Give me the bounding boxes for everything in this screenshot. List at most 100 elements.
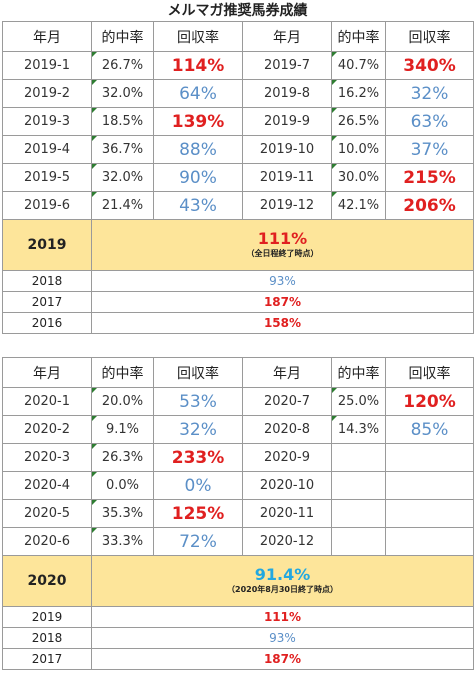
month-cell: 2020-1	[2, 387, 92, 416]
return-rate-cell: 139%	[153, 107, 243, 136]
hit-rate-cell: 14.3%	[331, 415, 386, 444]
month-cell: 2019-5	[2, 163, 92, 192]
hit-rate-cell: 25.0%	[331, 387, 386, 416]
return-rate-cell: 43%	[153, 191, 243, 220]
hit-rate-cell: 9.1%	[91, 415, 154, 444]
hit-rate-cell	[331, 527, 386, 556]
month-cell: 2019-7	[242, 51, 332, 80]
past-year: 2018	[2, 270, 92, 292]
past-value: 187%	[91, 648, 474, 670]
summary-note: （全日程終了時点）	[246, 249, 319, 258]
summary-cell: 91.4% （2020年8月30日終了時点）	[91, 555, 474, 607]
past-year-row: 2017 187%	[2, 291, 474, 313]
return-rate-cell: 72%	[153, 527, 243, 556]
column-header: 回収率	[153, 21, 243, 52]
summary-row: 2020 91.4% （2020年8月30日終了時点）	[2, 555, 474, 607]
hit-rate-cell: 26.3%	[91, 443, 154, 472]
page-title: メルマガ推奨馬券成績	[167, 3, 308, 19]
results-table-2020: 年月 的中率 回収率 年月 的中率 回収率 2020-1 20.0% 53% 2020-7 25.0…	[2, 357, 474, 670]
past-year: 2017	[2, 291, 92, 313]
table-row: 2019-3 18.5% 139% 2019-9 26.5% 63%	[2, 107, 474, 136]
table-row: 2019-2 32.0% 64% 2019-8 16.2% 32%	[2, 79, 474, 108]
return-rate-cell: 90%	[153, 163, 243, 192]
summary-value: 91.4%	[254, 565, 311, 584]
column-header: 回収率	[385, 357, 474, 388]
column-header: 年月	[242, 357, 332, 388]
month-cell: 2019-1	[2, 51, 92, 80]
column-header: 的中率	[331, 21, 386, 52]
return-rate-cell: 233%	[153, 443, 243, 472]
past-value: 93%	[91, 270, 474, 292]
return-rate-cell: 125%	[153, 499, 243, 528]
return-rate-cell: 120%	[385, 387, 474, 416]
month-cell: 2019-11	[242, 163, 332, 192]
column-header: 年月	[242, 21, 332, 52]
past-year: 2019	[2, 606, 92, 628]
column-header: 回収率	[153, 357, 243, 388]
past-year-row: 2018 93%	[2, 627, 474, 649]
month-cell: 2019-12	[242, 191, 332, 220]
return-rate-cell	[385, 443, 474, 472]
return-rate-cell: 64%	[153, 79, 243, 108]
past-year: 2018	[2, 627, 92, 649]
summary-cell: 111% （全日程終了時点）	[91, 219, 474, 271]
past-value: 111%	[91, 606, 474, 628]
header-row: 年月 的中率 回収率 年月 的中率 回収率	[2, 357, 474, 388]
column-header: 的中率	[331, 357, 386, 388]
table-row: 2020-1 20.0% 53% 2020-7 25.0% 120%	[2, 387, 474, 416]
return-rate-cell: 32%	[385, 79, 474, 108]
hit-rate-cell: 42.1%	[331, 191, 386, 220]
month-cell: 2020-3	[2, 443, 92, 472]
hit-rate-cell	[331, 471, 386, 500]
results-table-2019: 年月 的中率 回収率 年月 的中率 回収率 2019-1 26.7% 114% 2019-7 40.…	[2, 21, 474, 334]
table-row: 2019-4 36.7% 88% 2019-10 10.0% 37%	[2, 135, 474, 164]
hit-rate-cell: 0.0%	[91, 471, 154, 500]
return-rate-cell: 88%	[153, 135, 243, 164]
return-rate-cell	[385, 471, 474, 500]
hit-rate-cell: 18.5%	[91, 107, 154, 136]
hit-rate-cell: 26.5%	[331, 107, 386, 136]
table-row: 2020-3 26.3% 233% 2020-9	[2, 443, 474, 472]
table-row: 2020-5 35.3% 125% 2020-11	[2, 499, 474, 528]
past-year: 2016	[2, 312, 92, 334]
return-rate-cell: 206%	[385, 191, 474, 220]
table-row: 2019-1 26.7% 114% 2019-7 40.7% 340%	[2, 51, 474, 80]
past-year: 2017	[2, 648, 92, 670]
hit-rate-cell: 26.7%	[91, 51, 154, 80]
hit-rate-cell: 30.0%	[331, 163, 386, 192]
month-cell: 2020-12	[242, 527, 332, 556]
return-rate-cell: 53%	[153, 387, 243, 416]
return-rate-cell: 340%	[385, 51, 474, 80]
return-rate-cell: 215%	[385, 163, 474, 192]
month-cell: 2019-9	[242, 107, 332, 136]
return-rate-cell	[385, 527, 474, 556]
return-rate-cell	[385, 499, 474, 528]
return-rate-cell: 63%	[385, 107, 474, 136]
past-value: 187%	[91, 291, 474, 313]
month-cell: 2020-7	[242, 387, 332, 416]
column-header: 的中率	[91, 21, 154, 52]
table-row: 2019-5 32.0% 90% 2019-11 30.0% 215%	[2, 163, 474, 192]
month-cell: 2020-6	[2, 527, 92, 556]
past-year-row: 2019 111%	[2, 606, 474, 628]
hit-rate-cell: 32.0%	[91, 79, 154, 108]
hit-rate-cell: 33.3%	[91, 527, 154, 556]
past-year-row: 2018 93%	[2, 270, 474, 292]
hit-rate-cell: 32.0%	[91, 163, 154, 192]
table-row: 2019-6 21.4% 43% 2019-12 42.1% 206%	[2, 191, 474, 220]
table-row: 2020-4 0.0% 0% 2020-10	[2, 471, 474, 500]
month-cell: 2019-3	[2, 107, 92, 136]
past-year-row: 2017 187%	[2, 648, 474, 670]
summary-year: 2019	[2, 219, 92, 271]
hit-rate-cell: 16.2%	[331, 79, 386, 108]
return-rate-cell: 85%	[385, 415, 474, 444]
past-value: 93%	[91, 627, 474, 649]
hit-rate-cell: 40.7%	[331, 51, 386, 80]
month-cell: 2020-11	[242, 499, 332, 528]
summary-note: （2020年8月30日終了時点）	[227, 585, 338, 594]
month-cell: 2020-9	[242, 443, 332, 472]
hit-rate-cell	[331, 499, 386, 528]
hit-rate-cell: 35.3%	[91, 499, 154, 528]
return-rate-cell: 0%	[153, 471, 243, 500]
return-rate-cell: 114%	[153, 51, 243, 80]
